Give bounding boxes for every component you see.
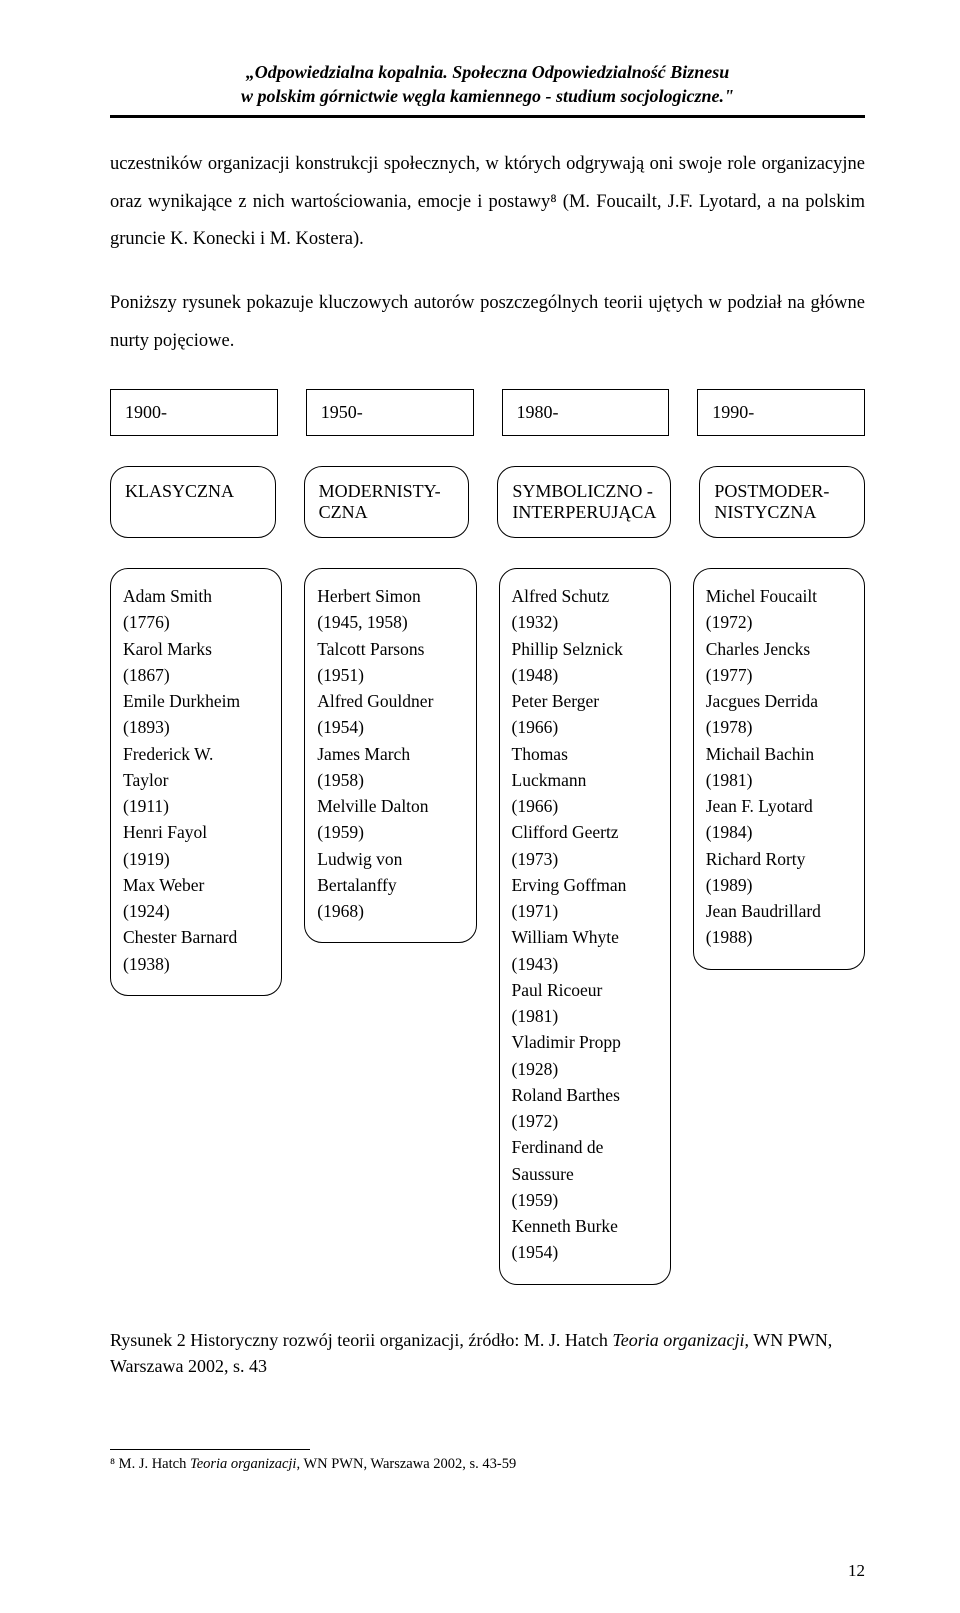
author-line: Vladimir Propp: [512, 1029, 658, 1055]
author-line: Herbert Simon: [317, 583, 463, 609]
author-line: Erving Goffman: [512, 872, 658, 898]
footnote-rule: [110, 1449, 310, 1450]
category-box: SYMBOLICZNO - INTERPERUJĄCA: [497, 466, 671, 538]
author-line: (1966): [512, 793, 658, 819]
author-line: Kenneth Burke: [512, 1213, 658, 1239]
period-box: 1990-: [697, 389, 865, 436]
author-line: Talcott Parsons: [317, 636, 463, 662]
author-line: Emile Durkheim: [123, 688, 269, 714]
author-line: Alfred Schutz: [512, 583, 658, 609]
author-line: (1932): [512, 609, 658, 635]
author-line: (1954): [317, 714, 463, 740]
author-line: (1981): [706, 767, 852, 793]
author-line: Ludwig von: [317, 846, 463, 872]
author-line: (1989): [706, 872, 852, 898]
author-line: Phillip Selznick: [512, 636, 658, 662]
author-line: (1972): [706, 609, 852, 635]
period-box: 1900-: [110, 389, 278, 436]
row-periods: 1900- 1950- 1980- 1990-: [110, 389, 865, 436]
author-line: (1776): [123, 609, 269, 635]
author-line: (1911): [123, 793, 269, 819]
author-line: Bertalanffy: [317, 872, 463, 898]
caption-prefix: Rysunek 2 Historyczny rozwój teorii orga…: [110, 1330, 612, 1350]
author-line: (1948): [512, 662, 658, 688]
author-line: (1928): [512, 1056, 658, 1082]
author-line: Thomas: [512, 741, 658, 767]
author-line: Roland Barthes: [512, 1082, 658, 1108]
author-line: Jacgues Derrida: [706, 688, 852, 714]
author-line: Richard Rorty: [706, 846, 852, 872]
author-line: Ferdinand de: [512, 1134, 658, 1160]
figure-caption: Rysunek 2 Historyczny rozwój teorii orga…: [110, 1327, 865, 1379]
category-box: KLASYCZNA: [110, 466, 276, 538]
paragraph-2: Poniższy rysunek pokazuje kluczowych aut…: [110, 285, 865, 361]
author-line: Peter Berger: [512, 688, 658, 714]
author-line: (1919): [123, 846, 269, 872]
author-line: (1977): [706, 662, 852, 688]
author-line: (1958): [317, 767, 463, 793]
period-box: 1950-: [306, 389, 474, 436]
author-line: Luckmann: [512, 767, 658, 793]
author-line: (1951): [317, 662, 463, 688]
header-rule: [110, 115, 865, 118]
author-line: Michel Foucailt: [706, 583, 852, 609]
author-line: (1945, 1958): [317, 609, 463, 635]
author-line: Taylor: [123, 767, 269, 793]
author-line: Alfred Gouldner: [317, 688, 463, 714]
footnote-suffix: , WN PWN, Warszawa 2002, s. 43-59: [296, 1456, 516, 1472]
author-line: (1973): [512, 846, 658, 872]
author-line: Adam Smith: [123, 583, 269, 609]
author-line: (1959): [512, 1187, 658, 1213]
author-line: (1978): [706, 714, 852, 740]
author-line: (1959): [317, 819, 463, 845]
author-line: (1943): [512, 951, 658, 977]
author-line: Henri Fayol: [123, 819, 269, 845]
author-line: Frederick W.: [123, 741, 269, 767]
author-line: (1972): [512, 1108, 658, 1134]
author-line: Karol Marks: [123, 636, 269, 662]
author-line: (1954): [512, 1239, 658, 1265]
author-line: Jean F. Lyotard: [706, 793, 852, 819]
author-line: Chester Barnard: [123, 924, 269, 950]
authors-col-1: Adam Smith(1776)Karol Marks(1867)Emile D…: [110, 568, 282, 996]
footnote-italic: Teoria organizacji: [190, 1456, 296, 1472]
theory-diagram: 1900- 1950- 1980- 1990- KLASYCZNA MODERN…: [110, 389, 865, 1285]
author-line: Saussure: [512, 1161, 658, 1187]
author-line: Max Weber: [123, 872, 269, 898]
authors-col-3: Alfred Schutz(1932)Phillip Selznick(1948…: [499, 568, 671, 1285]
author-line: Paul Ricoeur: [512, 977, 658, 1003]
author-line: Charles Jencks: [706, 636, 852, 662]
caption-italic: Teoria organizacji: [612, 1330, 744, 1350]
footnote-prefix: ⁸ M. J. Hatch: [110, 1456, 190, 1472]
author-line: Michail Bachin: [706, 741, 852, 767]
author-line: (1938): [123, 951, 269, 977]
author-line: Melville Dalton: [317, 793, 463, 819]
author-line: (1924): [123, 898, 269, 924]
author-line: Jean Baudrillard: [706, 898, 852, 924]
page-header: „Odpowiedzialna kopalnia. Społeczna Odpo…: [110, 60, 865, 109]
author-line: (1981): [512, 1003, 658, 1029]
page-number: 12: [848, 1561, 865, 1581]
author-line: (1867): [123, 662, 269, 688]
row-categories: KLASYCZNA MODERNISTY-CZNA SYMBOLICZNO - …: [110, 466, 865, 538]
category-box: POSTMODER-NISTYCZNA: [699, 466, 865, 538]
header-line-1: „Odpowiedzialna kopalnia. Społeczna Odpo…: [110, 60, 865, 84]
author-line: (1971): [512, 898, 658, 924]
paragraph-1: uczestników organizacji konstrukcji społ…: [110, 146, 865, 260]
author-line: Clifford Geertz: [512, 819, 658, 845]
authors-col-2: Herbert Simon(1945, 1958)Talcott Parsons…: [304, 568, 476, 943]
footnote: ⁸ M. J. Hatch Teoria organizacji, WN PWN…: [110, 1454, 865, 1474]
author-line: (1893): [123, 714, 269, 740]
header-line-2: w polskim górnictwie węgla kamiennego - …: [110, 84, 865, 108]
author-line: William Whyte: [512, 924, 658, 950]
author-line: (1968): [317, 898, 463, 924]
authors-col-4: Michel Foucailt(1972)Charles Jencks(1977…: [693, 568, 865, 970]
author-line: (1966): [512, 714, 658, 740]
author-line: James March: [317, 741, 463, 767]
row-authors: Adam Smith(1776)Karol Marks(1867)Emile D…: [110, 568, 865, 1285]
category-box: MODERNISTY-CZNA: [304, 466, 470, 538]
author-line: (1988): [706, 924, 852, 950]
period-box: 1980-: [502, 389, 670, 436]
author-line: (1984): [706, 819, 852, 845]
